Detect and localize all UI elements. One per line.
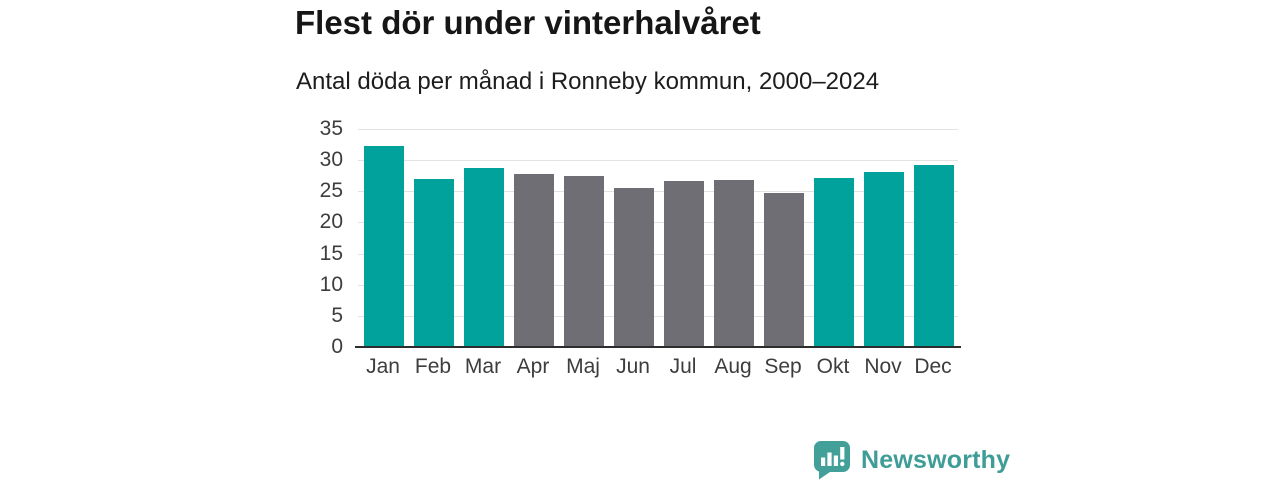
x-tick-label-dec: Dec (914, 355, 952, 378)
gridline-25 (358, 191, 958, 193)
bar-nov (864, 171, 904, 347)
y-tick-label-30: 30 (319, 148, 343, 172)
x-tick-label-mar: Mar (464, 355, 502, 378)
x-tick-label-okt: Okt (816, 355, 850, 378)
brand-name: Newsworthy (861, 445, 1011, 474)
bar-mar (464, 168, 504, 347)
gridline-20 (358, 222, 958, 224)
x-tick-label-feb: Feb (414, 355, 452, 378)
bar-jan (364, 145, 404, 347)
logo-bars (821, 447, 845, 467)
x-tick-label-jul: Jul (669, 355, 697, 378)
y-tick-label-25: 25 (319, 179, 343, 203)
gridline-5 (358, 315, 958, 317)
bar-jul (664, 180, 704, 347)
chart-title: Flest dör under vinterhalvåret (295, 4, 761, 41)
x-tick-label-maj: Maj (566, 355, 600, 378)
bar-dec (914, 164, 954, 347)
bar-feb (414, 178, 454, 347)
bar-chart: 0 5 10 15 20 25 30 35 Jan Feb Mar Apr Maj Jun Jul Aug S… (319, 117, 961, 378)
y-tick-label-5: 5 (331, 303, 343, 327)
bar-sep (764, 192, 804, 347)
plot-area (355, 129, 961, 348)
x-tick-label-nov: Nov (864, 355, 902, 378)
newsworthy-logo-icon (814, 441, 850, 480)
x-tick-label-sep: Sep (764, 355, 802, 378)
x-axis-line (355, 346, 961, 348)
gridline-35 (358, 129, 958, 130)
x-tick-label-jan: Jan (366, 355, 400, 378)
bar-aug (714, 180, 754, 347)
y-tick-label-0: 0 (331, 335, 343, 358)
bar-jun (614, 188, 654, 347)
bar-okt (814, 178, 854, 347)
brand-footer: Newsworthy (812, 440, 1010, 480)
bar-maj (564, 175, 604, 347)
gridline-30 (358, 160, 958, 162)
y-tick-label-20: 20 (319, 210, 343, 234)
gridline-15 (358, 253, 958, 255)
x-tick-label-jun: Jun (616, 355, 650, 378)
y-tick-label-35: 35 (319, 117, 343, 140)
x-tick-label-aug: Aug (714, 355, 752, 378)
y-tick-label-10: 10 (319, 272, 343, 296)
y-tick-label-15: 15 (319, 241, 343, 265)
chart-subtitle: Antal döda per månad i Ronneby kommun, 2… (296, 68, 880, 95)
bar-apr (514, 174, 554, 347)
gridline-10 (358, 284, 958, 286)
x-tick-label-apr: Apr (516, 355, 550, 378)
